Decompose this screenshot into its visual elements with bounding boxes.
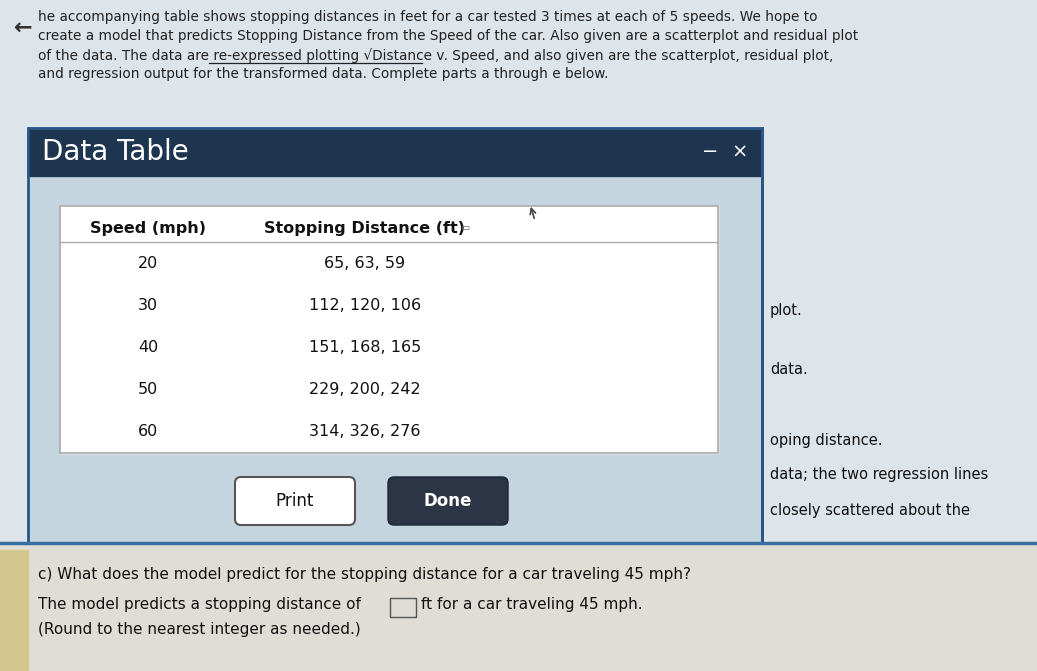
Text: plot.: plot.	[770, 303, 803, 317]
Text: oping distance.: oping distance.	[770, 433, 882, 448]
Text: 50: 50	[138, 382, 158, 397]
Bar	[60, 206, 718, 453]
Text: ▭: ▭	[460, 223, 470, 233]
Bar	[28, 128, 762, 176]
Text: 314, 326, 276: 314, 326, 276	[309, 424, 421, 440]
Bar	[28, 128, 762, 543]
FancyBboxPatch shape	[388, 477, 508, 525]
Bar	[390, 598, 416, 617]
Text: (Round to the nearest integer as needed.): (Round to the nearest integer as needed.…	[38, 622, 361, 637]
Text: Stopping Distance (ft): Stopping Distance (ft)	[264, 221, 466, 236]
Text: he accompanying table shows stopping distances in feet for a car tested 3 times : he accompanying table shows stopping dis…	[38, 10, 817, 24]
Text: Print: Print	[276, 492, 314, 510]
Text: The model predicts a stopping distance of: The model predicts a stopping distance o…	[38, 597, 361, 612]
Text: −: −	[702, 142, 719, 162]
Text: Speed (mph): Speed (mph)	[90, 221, 206, 236]
Bar	[0, 543, 1037, 671]
Text: c) What does the model predict for the stopping distance for a car traveling 45 : c) What does the model predict for the s…	[38, 567, 691, 582]
Text: ×: ×	[732, 142, 748, 162]
Text: create a model that predicts Stopping Distance from the Speed of the car. Also g: create a model that predicts Stopping Di…	[38, 29, 859, 43]
Text: and regression output for the transformed data. Complete parts a through e below: and regression output for the transforme…	[38, 67, 609, 81]
Text: ft for a car traveling 45 mph.: ft for a car traveling 45 mph.	[421, 597, 643, 612]
Bar	[60, 206, 718, 453]
Text: of the data. The data are re-expressed plotting √Distance v. Speed, and also giv: of the data. The data are re-expressed p…	[38, 48, 834, 63]
Text: 30: 30	[138, 298, 158, 313]
Text: ←: ←	[15, 18, 32, 38]
Bar	[28, 128, 762, 543]
Text: data.: data.	[770, 362, 808, 378]
Text: 40: 40	[138, 340, 158, 355]
Text: Done: Done	[424, 492, 472, 510]
Text: Data Table: Data Table	[43, 138, 189, 166]
Text: 229, 200, 242: 229, 200, 242	[309, 382, 421, 397]
Bar	[0, 0, 1037, 543]
FancyBboxPatch shape	[235, 477, 355, 525]
Bar	[0, 550, 28, 671]
Text: 20: 20	[138, 256, 158, 270]
Text: 112, 120, 106: 112, 120, 106	[309, 298, 421, 313]
Text: 151, 168, 165: 151, 168, 165	[309, 340, 421, 355]
Text: data; the two regression lines: data; the two regression lines	[770, 468, 988, 482]
Text: 60: 60	[138, 424, 158, 440]
Text: closely scattered about the: closely scattered about the	[770, 503, 970, 517]
Text: 65, 63, 59: 65, 63, 59	[325, 256, 405, 270]
